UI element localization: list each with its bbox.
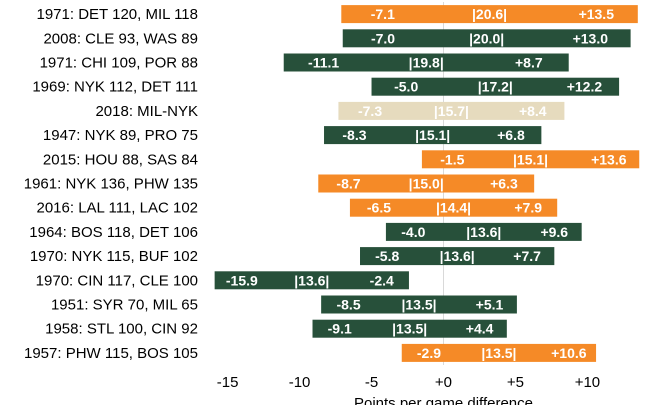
row-label: 1951: SYR 70, MIL 65 — [51, 297, 198, 314]
end-value-label: +10.6 — [551, 345, 587, 361]
range-value-label: |15.1| — [513, 151, 548, 167]
row-label: 1971: DET 120, MIL 118 — [37, 6, 199, 23]
range-value-label: |13.5| — [401, 297, 436, 313]
end-value-label: +8.4 — [519, 103, 547, 119]
row-label: 1964: BOS 118, DET 106 — [29, 224, 198, 241]
range-value-label: |20.0| — [469, 30, 504, 46]
start-value-label: -4.0 — [401, 224, 425, 240]
start-value-label: -2.9 — [417, 345, 441, 361]
row-label: 1958: STL 100, CIN 92 — [45, 321, 198, 338]
end-value-label: +13.0 — [573, 30, 609, 46]
x-axis-label: Points per game difference — [354, 395, 533, 405]
start-value-label: -7.3 — [358, 103, 382, 119]
range-value-label: |13.6| — [466, 224, 501, 240]
range-value-label: |15.1| — [415, 127, 450, 143]
range-bar — [401, 343, 597, 362]
row-label: 1970: NYK 115, BUF 102 — [30, 248, 198, 265]
bars-group: -7.1 |20.6| +13.5 -7.0 |20.0| +13.0 -11.1 |19.8… — [214, 5, 640, 362]
start-value-label: -6.5 — [367, 200, 391, 216]
end-value-label: +13.5 — [579, 6, 615, 22]
range-bar — [421, 150, 640, 169]
row-labels-group: 1971: DET 120, MIL 118 2008: CLE 93, WAS … — [24, 6, 198, 362]
range-bar — [341, 5, 638, 24]
row-label: 1970: CIN 117, CLE 100 — [36, 272, 198, 289]
row-label: 1971: CHI 109, POR 88 — [40, 55, 198, 72]
range-value-label: |15.7| — [434, 103, 469, 119]
range-value-label: |13.5| — [481, 345, 516, 361]
range-bar — [312, 319, 507, 338]
range-bar — [338, 101, 565, 120]
end-value-label: +4.4 — [466, 321, 494, 337]
end-value-label: +12.2 — [567, 79, 603, 95]
start-value-label: -7.0 — [371, 30, 395, 46]
start-value-label: -8.3 — [342, 127, 366, 143]
range-value-label: |13.5| — [392, 321, 427, 337]
end-value-label: +7.9 — [514, 200, 542, 216]
row-label: 1947: NYK 89, PRO 75 — [43, 127, 198, 144]
range-value-label: |15.0| — [409, 176, 444, 192]
row-label: 1961: NYK 136, PHW 135 — [24, 176, 198, 193]
row-label: 2008: CLE 93, WAS 89 — [43, 30, 198, 47]
x-axis-ticks: -15 -10 -5 +0 +5 +10 — [217, 374, 600, 391]
start-value-label: -11.1 — [308, 55, 339, 71]
range-value-label: |13.6| — [294, 272, 329, 288]
row-label: 1969: NYK 112, DET 111 — [32, 79, 198, 96]
start-value-label: -8.7 — [336, 176, 360, 192]
range-bar — [360, 247, 555, 266]
range-bar — [214, 271, 409, 290]
end-value-label: +5.1 — [476, 297, 504, 313]
x-tick-label: +5 — [507, 374, 524, 391]
range-value-label: |19.8| — [409, 55, 444, 71]
range-bar — [324, 126, 542, 145]
range-bar — [318, 174, 535, 193]
range-value-label: |20.6| — [472, 6, 507, 22]
range-value-label: |14.4| — [436, 200, 471, 216]
start-value-label: -8.5 — [336, 297, 360, 313]
range-bar — [283, 53, 569, 72]
start-value-label: -7.1 — [371, 6, 395, 22]
end-value-label: -2.4 — [370, 272, 394, 288]
row-label: 2016: LAL 111, LAC 102 — [36, 200, 198, 217]
row-label: 2018: MIL-NYK — [95, 103, 198, 120]
x-tick-label: +0 — [435, 374, 452, 391]
start-value-label: -15.9 — [226, 272, 258, 288]
row-label: 1957: PHW 115, BOS 105 — [24, 345, 198, 362]
range-value-label: |13.6| — [440, 248, 475, 264]
start-value-label: -5.8 — [375, 248, 399, 264]
x-tick-label: -10 — [289, 374, 311, 391]
start-value-label: -1.5 — [440, 151, 464, 167]
end-value-label: +9.6 — [540, 224, 568, 240]
range-bar — [385, 222, 582, 241]
end-value-label: +6.8 — [497, 127, 525, 143]
start-value-label: -9.1 — [328, 321, 352, 337]
end-value-label: +13.6 — [591, 151, 627, 167]
x-tick-label: +10 — [575, 374, 600, 391]
range-bar — [349, 198, 558, 217]
range-value-label: |17.2| — [478, 79, 513, 95]
end-value-label: +6.3 — [490, 176, 518, 192]
range-bar — [342, 29, 631, 48]
x-tick-label: -5 — [365, 374, 378, 391]
end-value-label: +7.7 — [513, 248, 541, 264]
x-tick-label: -15 — [217, 374, 239, 391]
range-bar — [321, 295, 517, 314]
range-bar — [371, 77, 620, 96]
end-value-label: +8.7 — [515, 55, 543, 71]
start-value-label: -5.0 — [394, 79, 418, 95]
row-label: 2015: HOU 88, SAS 84 — [43, 151, 198, 168]
